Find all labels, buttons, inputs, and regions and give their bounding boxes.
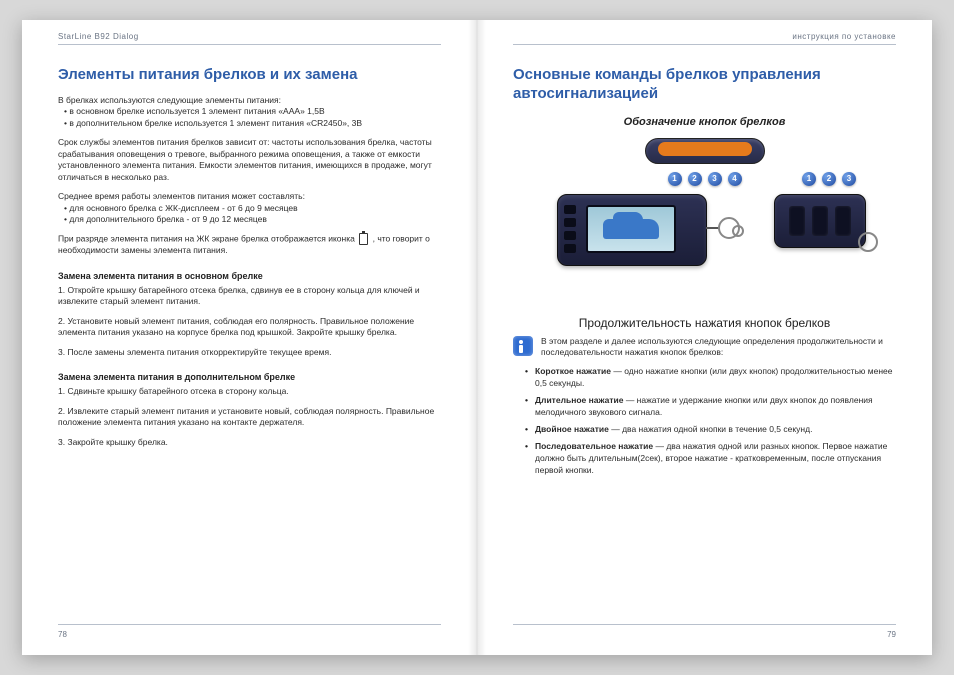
page-number-right: 79 [887, 630, 896, 639]
left-p1: В брелках используются следующие элемент… [58, 95, 441, 129]
term: Двойное нажатие [535, 424, 609, 434]
p3-intro: Среднее время работы элементов питания м… [58, 191, 305, 201]
s1-1: 1. Откройте крышку батарейного отсека бр… [58, 285, 441, 308]
num-4: 4 [728, 172, 742, 186]
left-sub1: Замена элемента питания в основном брелк… [58, 271, 441, 281]
s2-3: 3. Закройте крышку брелка. [58, 437, 441, 448]
page-number-left: 78 [58, 630, 67, 639]
desc: — два нажатия одной кнопки в течение 0,5… [609, 424, 813, 434]
button-numbers-aux: 1 2 3 [802, 172, 856, 186]
p1-b1: • в основном брелке используется 1 элеме… [58, 106, 441, 117]
info-text: В этом разделе и далее используются след… [541, 336, 896, 359]
keyring-aux-icon [858, 232, 878, 252]
p3-b2: • для дополнительного брелка - от 9 до 1… [58, 214, 441, 225]
side-buttons [564, 205, 578, 253]
aux-3: 3 [842, 172, 856, 186]
button-numbers-top: 1 2 3 4 [668, 172, 742, 186]
right-page: инструкция по установке Основные команды… [477, 20, 932, 655]
diagram-title: Обозначение кнопок брелков [513, 116, 896, 128]
keyfob-illustration: 1 2 3 4 1 2 3 [513, 136, 896, 306]
p4a: При разряде элемента питания на ЖК экран… [58, 234, 357, 244]
def-short: Короткое нажатие — одно нажатие кнопки (… [535, 366, 896, 390]
info-block: В этом разделе и далее используются след… [513, 336, 896, 359]
term: Последовательное нажатие [535, 441, 653, 451]
left-page: StarLine B92 Dialog Элементы питания бре… [22, 20, 477, 655]
def-seq: Последовательное нажатие — два нажатия о… [535, 441, 896, 477]
main-keyfob [557, 194, 707, 266]
header-rule [58, 44, 441, 45]
footer-rule-right [513, 624, 896, 625]
def-long: Длительное нажатие — нажатие и удержание… [535, 395, 896, 419]
duration-subtitle: Продолжительность нажатия кнопок брелков [513, 316, 896, 330]
term: Длительное нажатие [535, 395, 623, 405]
p3-b1: • для основного брелка с ЖК-дисплеем - о… [58, 203, 441, 214]
s1-2: 2. Установите новый элемент питания, соб… [58, 316, 441, 339]
p1-intro: В брелках используются следующие элемент… [58, 95, 281, 105]
header-left: StarLine B92 Dialog [58, 32, 139, 41]
keyring-icon [718, 217, 740, 239]
aux-keyfob [774, 194, 866, 248]
aux-btn [789, 206, 805, 236]
p1-b2: • в дополнительном брелке используется 1… [58, 118, 441, 129]
left-sub2: Замена элемента питания в дополнительном… [58, 372, 441, 382]
num-1: 1 [668, 172, 682, 186]
term: Короткое нажатие [535, 366, 611, 376]
s2-2: 2. Извлеките старый элемент питания и ус… [58, 406, 441, 429]
definitions-list: Короткое нажатие — одно нажатие кнопки (… [513, 366, 896, 481]
footer-rule-left [58, 624, 441, 625]
info-icon [513, 336, 533, 356]
car-icon [603, 219, 659, 239]
lcd-screen [586, 205, 676, 253]
s2-1: 1. Сдвиньте крышку батарейного отсека в … [58, 386, 441, 397]
aux-btn [812, 206, 828, 236]
num-2: 2 [688, 172, 702, 186]
header-rule-r [513, 44, 896, 45]
battery-icon [359, 233, 368, 245]
left-p3: Среднее время работы элементов питания м… [58, 191, 441, 225]
header-right: инструкция по установке [792, 32, 896, 41]
aux-1: 1 [802, 172, 816, 186]
fob-top-view [645, 138, 765, 164]
def-double: Двойное нажатие — два нажатия одной кноп… [535, 424, 896, 436]
right-title: Основные команды брелков управления авто… [513, 66, 896, 104]
s1-3: 3. После замены элемента питания откорре… [58, 347, 441, 358]
left-title: Элементы питания брелков и их замена [58, 66, 441, 85]
aux-btn [835, 206, 851, 236]
page-spread: StarLine B92 Dialog Элементы питания бре… [22, 20, 932, 655]
left-p2: Срок службы элементов питания брелков за… [58, 137, 441, 183]
left-p4: При разряде элемента питания на ЖК экран… [58, 233, 441, 256]
num-3: 3 [708, 172, 722, 186]
aux-2: 2 [822, 172, 836, 186]
